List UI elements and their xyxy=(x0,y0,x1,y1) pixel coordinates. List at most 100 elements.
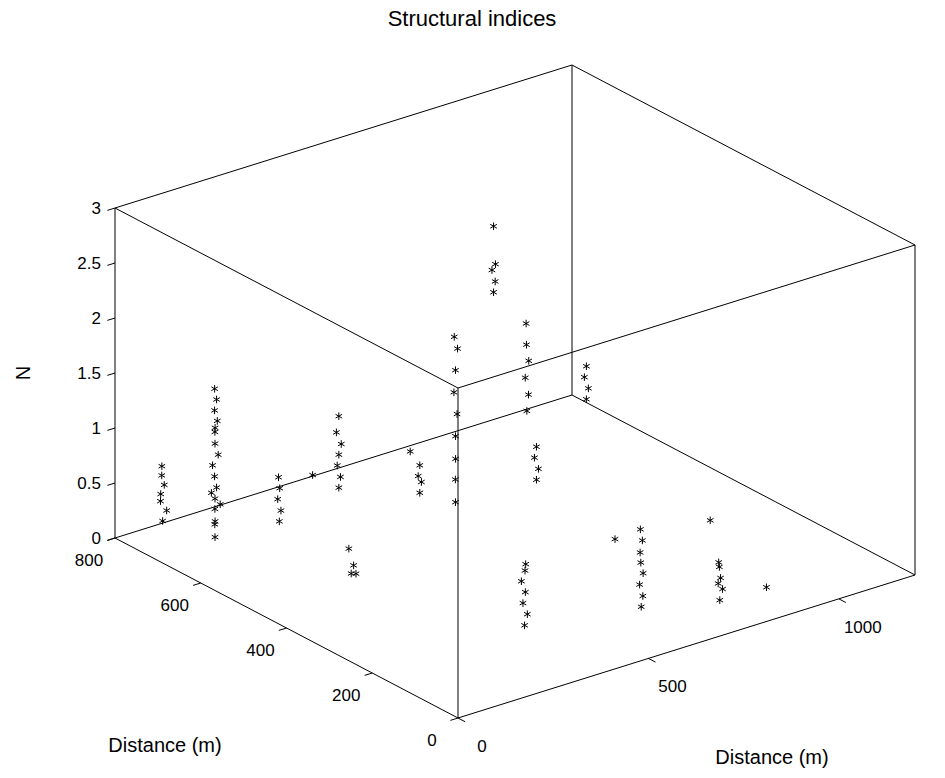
y-tick-label: 800 xyxy=(75,551,103,570)
point xyxy=(533,476,540,484)
point xyxy=(636,581,643,589)
y-tick xyxy=(450,718,458,720)
x-tick-label: 500 xyxy=(658,677,686,696)
point xyxy=(158,472,165,480)
point xyxy=(407,448,414,456)
point xyxy=(452,476,459,484)
y-tick-label: 400 xyxy=(246,641,274,660)
point xyxy=(524,610,531,618)
point xyxy=(417,489,424,497)
point xyxy=(454,410,461,418)
box-edge xyxy=(572,65,915,245)
point xyxy=(452,455,459,463)
z-axis-title: N xyxy=(12,366,34,380)
point xyxy=(522,588,529,596)
point xyxy=(212,518,219,526)
point xyxy=(523,320,530,328)
point xyxy=(215,451,222,459)
point xyxy=(157,497,164,505)
point xyxy=(309,471,316,479)
z-tick xyxy=(107,208,115,210)
point xyxy=(274,495,281,503)
z-tick xyxy=(107,263,115,265)
x-tick-label: 1000 xyxy=(844,618,882,637)
point xyxy=(523,341,530,349)
point xyxy=(348,570,355,578)
point xyxy=(524,407,531,415)
z-tick xyxy=(107,538,115,540)
point xyxy=(213,484,220,492)
point xyxy=(520,599,527,607)
point xyxy=(638,559,645,567)
point xyxy=(217,501,224,509)
box-edge xyxy=(115,395,572,538)
x-axis-title: Distance (m) xyxy=(715,746,828,768)
point xyxy=(209,462,216,470)
point xyxy=(451,389,458,397)
point xyxy=(522,567,529,575)
point xyxy=(338,440,345,448)
y-axis-title: Distance (m) xyxy=(108,734,221,756)
point xyxy=(454,345,461,353)
z-tick-label: 1.5 xyxy=(77,364,101,383)
point xyxy=(334,462,341,470)
x-tick xyxy=(458,718,465,722)
point xyxy=(163,507,170,515)
point xyxy=(490,222,497,230)
point xyxy=(639,537,646,545)
point xyxy=(717,574,724,582)
point xyxy=(353,570,360,578)
box xyxy=(115,65,915,718)
point xyxy=(719,585,726,593)
point xyxy=(492,260,499,268)
x-tick xyxy=(839,599,846,603)
points xyxy=(157,222,770,629)
point xyxy=(350,562,357,570)
point xyxy=(452,498,459,506)
point xyxy=(492,278,499,286)
point xyxy=(336,451,343,459)
point xyxy=(211,407,218,415)
point xyxy=(452,432,459,440)
point xyxy=(276,484,283,492)
point xyxy=(533,443,540,451)
point xyxy=(585,385,592,393)
point xyxy=(637,549,644,557)
box-edge xyxy=(458,575,915,718)
box-edge xyxy=(572,395,915,575)
point xyxy=(211,385,218,393)
point xyxy=(763,583,770,591)
y-tick xyxy=(365,673,373,675)
point xyxy=(333,429,340,437)
point xyxy=(211,473,218,481)
y-tick xyxy=(107,538,115,540)
z-tick-label: 3 xyxy=(92,199,101,218)
point xyxy=(522,560,529,568)
box-edge xyxy=(915,245,916,575)
z-tick-label: 1 xyxy=(92,419,101,438)
point xyxy=(531,454,538,462)
point xyxy=(161,481,168,489)
z-tick-label: 0 xyxy=(92,529,101,548)
x-tick-label: 0 xyxy=(477,737,486,756)
point xyxy=(640,569,647,577)
axes: 05001000020040060080000.511.522.53 xyxy=(75,199,882,756)
point xyxy=(278,507,285,515)
point xyxy=(418,478,425,486)
point xyxy=(640,592,647,600)
point xyxy=(451,333,458,341)
chart: 05001000020040060080000.511.522.53NDista… xyxy=(0,0,945,778)
point xyxy=(518,577,525,585)
point xyxy=(159,517,166,525)
point xyxy=(707,517,714,525)
point xyxy=(275,473,282,481)
point xyxy=(417,461,424,469)
point xyxy=(452,366,459,374)
point xyxy=(208,489,215,497)
point xyxy=(638,603,645,611)
point xyxy=(415,472,422,480)
point xyxy=(337,473,344,481)
point xyxy=(336,484,343,492)
point xyxy=(213,396,220,404)
chart-title: Structural indices xyxy=(388,6,557,31)
